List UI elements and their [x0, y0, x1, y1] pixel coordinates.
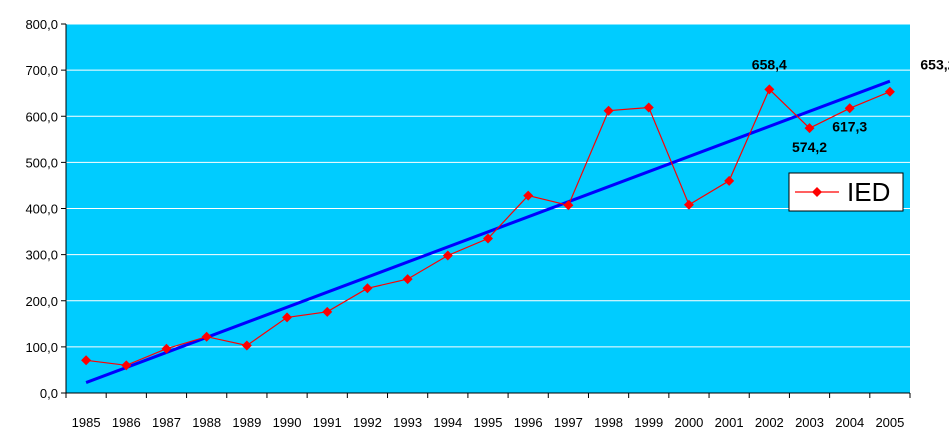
data-point-marker — [322, 306, 333, 317]
data-point-marker — [523, 190, 534, 201]
data-point-marker — [563, 200, 574, 211]
data-point-marker — [603, 105, 614, 116]
data-point-marker — [201, 331, 212, 342]
x-tick-label: 2002 — [755, 415, 784, 430]
data-point-marker — [764, 84, 775, 95]
data-point-marker — [844, 103, 855, 114]
data-point-marker — [121, 360, 132, 371]
y-tick-label: 300,0 — [25, 248, 58, 263]
x-tick-label: 1995 — [474, 415, 503, 430]
x-tick-label: 1985 — [72, 415, 101, 430]
y-tick-label: 0,0 — [40, 386, 58, 401]
legend-marker — [812, 187, 822, 197]
x-tick-label: 2001 — [715, 415, 744, 430]
x-tick-label: 2000 — [674, 415, 703, 430]
data-point-marker — [241, 340, 252, 351]
x-tick-label: 1990 — [273, 415, 302, 430]
x-tick-label: 1991 — [313, 415, 342, 430]
data-point-marker — [643, 102, 654, 113]
data-point-marker — [402, 274, 413, 285]
x-tick-label: 1989 — [232, 415, 261, 430]
data-point-marker — [483, 233, 493, 244]
data-point-marker — [724, 175, 735, 186]
x-tick-label: 1996 — [514, 415, 543, 430]
gridlines — [66, 23, 910, 348]
y-tick-labels: 0,0 100,0 200,0 300,0 400,0 500,0 600,0 700,0 80… — [25, 17, 58, 401]
x-tick-label: 1999 — [634, 415, 663, 430]
legend-label: IED — [847, 177, 890, 207]
x-tick-label: 2004 — [835, 415, 864, 430]
data-label: 617,3 — [832, 118, 867, 134]
data-point-marker — [442, 250, 453, 261]
legend: IED — [788, 172, 904, 212]
x-tick-label: 1997 — [554, 415, 583, 430]
y-tick-label: 600,0 — [25, 109, 58, 124]
data-label: 658,4 — [752, 56, 787, 72]
x-tick-label: 1988 — [192, 415, 221, 430]
data-point-marker — [683, 199, 694, 210]
data-label: 653,2 — [920, 57, 949, 73]
y-tick-label: 400,0 — [25, 202, 58, 217]
y-tick-label: 100,0 — [25, 340, 58, 355]
y-tick-label: 800,0 — [25, 17, 58, 32]
data-point-marker — [804, 123, 815, 134]
x-tick-label: 2005 — [875, 415, 904, 430]
data-point-marker — [282, 312, 293, 323]
data-point-marker — [884, 86, 895, 97]
x-tick-label: 1993 — [393, 415, 422, 430]
axes — [61, 23, 911, 398]
data-point-marker — [81, 355, 92, 366]
y-tick-label: 500,0 — [25, 155, 58, 170]
series-group — [81, 84, 895, 371]
x-tick-label: 1987 — [152, 415, 181, 430]
data-labels: 658,4 574,2 617,3 653,2 — [752, 56, 949, 155]
y-tick-label: 700,0 — [25, 63, 58, 78]
x-tick-label: 2003 — [795, 415, 824, 430]
x-tick-label: 1992 — [353, 415, 382, 430]
trendline — [85, 79, 891, 384]
data-label: 574,2 — [792, 139, 827, 155]
x-tick-label: 1986 — [112, 415, 141, 430]
data-point-marker — [362, 283, 373, 294]
x-tick-label: 1994 — [433, 415, 462, 430]
data-point-marker — [161, 343, 172, 354]
y-tick-label: 200,0 — [25, 294, 58, 309]
x-tick-label: 1998 — [594, 415, 623, 430]
trendline-group — [85, 79, 891, 384]
x-tick-labels: 1985 1986 1987 1988 1989 1990 1991 1992 1993 1994… — [72, 415, 905, 430]
